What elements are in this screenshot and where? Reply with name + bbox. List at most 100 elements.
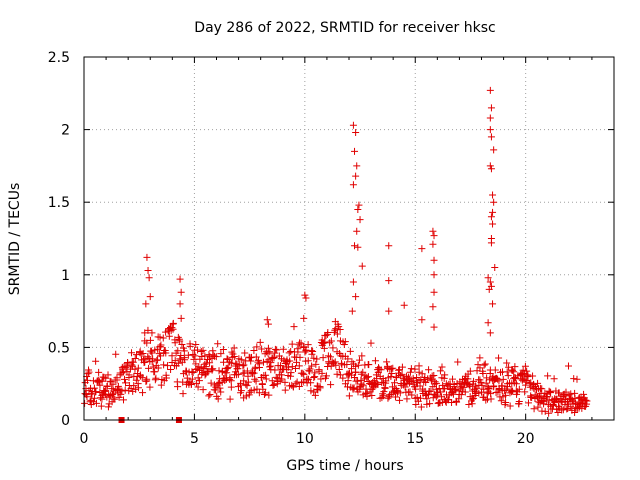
data-point: [112, 350, 120, 358]
data-point: [356, 385, 364, 393]
data-point: [386, 391, 394, 399]
data-point: [262, 371, 270, 379]
data-point: [122, 363, 130, 371]
data-point: [432, 379, 440, 387]
data-point: [491, 366, 499, 374]
data-point: [583, 400, 591, 408]
data-point: [553, 405, 561, 413]
data-point: [145, 354, 153, 362]
data-point: [109, 390, 117, 398]
data-point: [465, 381, 473, 389]
data-point: [259, 358, 267, 366]
data-point: [320, 344, 328, 352]
data-point: [526, 379, 534, 387]
y-tick-label: 2.5: [48, 50, 70, 66]
data-point: [545, 396, 553, 404]
data-point: [176, 275, 184, 283]
data-point: [385, 277, 393, 285]
data-point: [515, 397, 523, 405]
data-point: [309, 347, 317, 355]
data-point: [418, 370, 426, 378]
data-point: [433, 389, 441, 397]
data-point: [487, 239, 495, 247]
chart-title: Day 286 of 2022, SRMTID for receiver hks…: [194, 20, 495, 36]
data-point: [186, 342, 194, 350]
data-point: [295, 362, 303, 370]
data-point: [125, 371, 133, 379]
data-point: [349, 121, 357, 129]
data-point: [287, 369, 295, 377]
data-point: [118, 387, 126, 395]
data-point: [154, 364, 162, 372]
data-point: [452, 385, 460, 393]
data-point: [146, 293, 154, 301]
data-point: [478, 381, 486, 389]
data-point: [174, 383, 182, 391]
data-point: [176, 300, 184, 308]
data-point: [98, 391, 106, 399]
data-point: [147, 347, 155, 355]
data-point: [311, 391, 319, 399]
data-point: [241, 349, 249, 357]
data-point: [485, 385, 493, 393]
data-point: [177, 314, 185, 322]
data-point: [486, 162, 494, 170]
data-point: [179, 390, 187, 398]
y-tick-label: 1.5: [48, 195, 70, 211]
data-point: [423, 395, 431, 403]
data-point: [144, 266, 152, 274]
data-point: [285, 363, 293, 371]
data-point: [187, 381, 195, 389]
data-point: [554, 408, 562, 416]
data-point: [288, 381, 296, 389]
data-point: [327, 381, 335, 389]
data-point: [358, 352, 366, 360]
data-point: [396, 389, 404, 397]
data-point: [256, 338, 264, 346]
data-point: [177, 355, 185, 363]
data-point: [263, 357, 271, 365]
data-point: [333, 330, 341, 338]
data-point: [290, 323, 298, 331]
data-point: [487, 165, 495, 173]
data-point: [114, 382, 122, 390]
data-point: [530, 381, 538, 389]
data-point: [503, 359, 511, 367]
data-point: [487, 282, 495, 290]
data-point: [226, 374, 234, 382]
data-point: [177, 288, 185, 296]
data-point: [215, 367, 223, 375]
data-point: [415, 368, 423, 376]
data-point: [412, 385, 420, 393]
data-point: [415, 362, 423, 370]
data-point: [281, 386, 289, 394]
data-point: [555, 389, 563, 397]
data-point: [466, 367, 474, 375]
data-point: [385, 307, 393, 315]
data-point: [425, 366, 433, 374]
data-point: [90, 384, 98, 392]
data-point: [201, 352, 209, 360]
data-point: [509, 366, 517, 374]
data-point: [352, 293, 360, 301]
data-point: [230, 352, 238, 360]
data-point: [336, 325, 344, 333]
data-point: [304, 341, 312, 349]
data-point: [142, 300, 150, 308]
data-point: [244, 372, 252, 380]
data-point: [183, 374, 191, 382]
data-point: [570, 375, 578, 383]
data-point: [348, 307, 356, 315]
data-point: [301, 348, 309, 356]
data-point: [311, 369, 319, 377]
data-point: [501, 387, 509, 395]
data-point: [564, 405, 572, 413]
data-point: [347, 365, 355, 373]
data-point: [122, 379, 130, 387]
data-point: [262, 375, 270, 383]
data-point: [405, 379, 413, 387]
data-point: [346, 347, 354, 355]
data-point: [479, 369, 487, 377]
data-point: [365, 361, 373, 369]
data-point: [373, 375, 381, 383]
